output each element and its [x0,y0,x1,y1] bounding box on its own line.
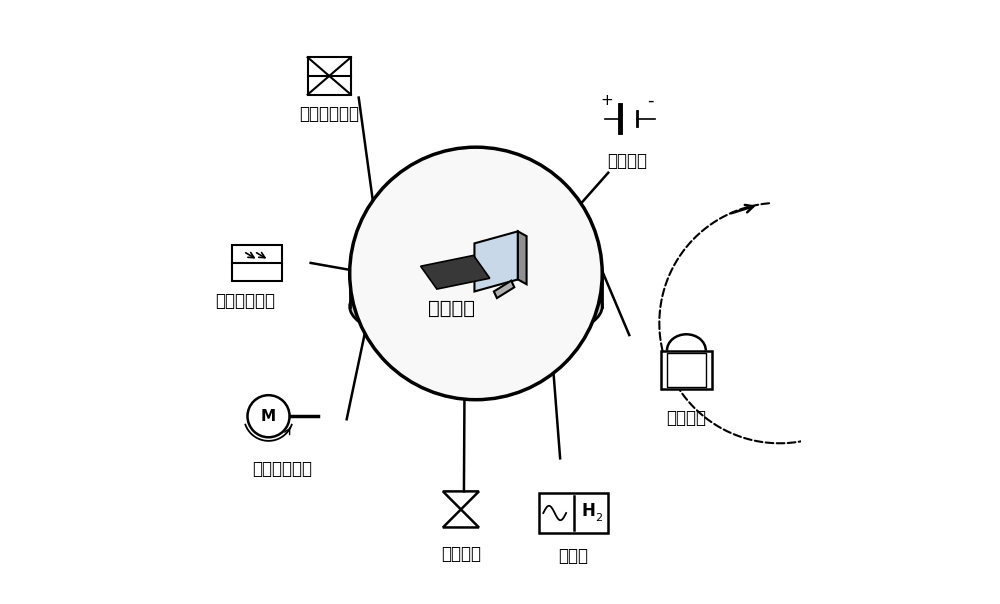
Text: 储氢容器: 储氢容器 [666,409,706,427]
Bar [539,493,608,533]
Text: 风力发电系统: 风力发电系统 [299,106,359,123]
Text: 微型燃气轮机: 微型燃气轮机 [252,460,312,478]
Text: 用电负荷: 用电负荷 [441,545,481,564]
Text: 电解槽: 电解槽 [559,547,589,565]
Polygon shape [518,231,527,284]
Ellipse shape [350,266,602,347]
Text: 监控系统: 监控系统 [428,298,475,318]
Circle shape [247,395,290,437]
Text: 光伏发电系统: 光伏发电系统 [215,292,275,310]
Ellipse shape [350,233,602,314]
Text: 燃料电池: 燃料电池 [607,152,647,170]
Bar [308,57,351,95]
Bar [667,353,706,387]
Bar [232,245,282,281]
Text: H: H [582,502,596,520]
Text: -: - [647,92,654,109]
Text: 2: 2 [595,513,602,523]
Polygon shape [474,231,518,292]
Bar [661,350,712,390]
Circle shape [350,147,602,400]
Bar [350,274,602,306]
Polygon shape [421,255,490,289]
Text: +: + [601,93,613,108]
Polygon shape [494,281,514,298]
Text: M: M [261,409,276,424]
